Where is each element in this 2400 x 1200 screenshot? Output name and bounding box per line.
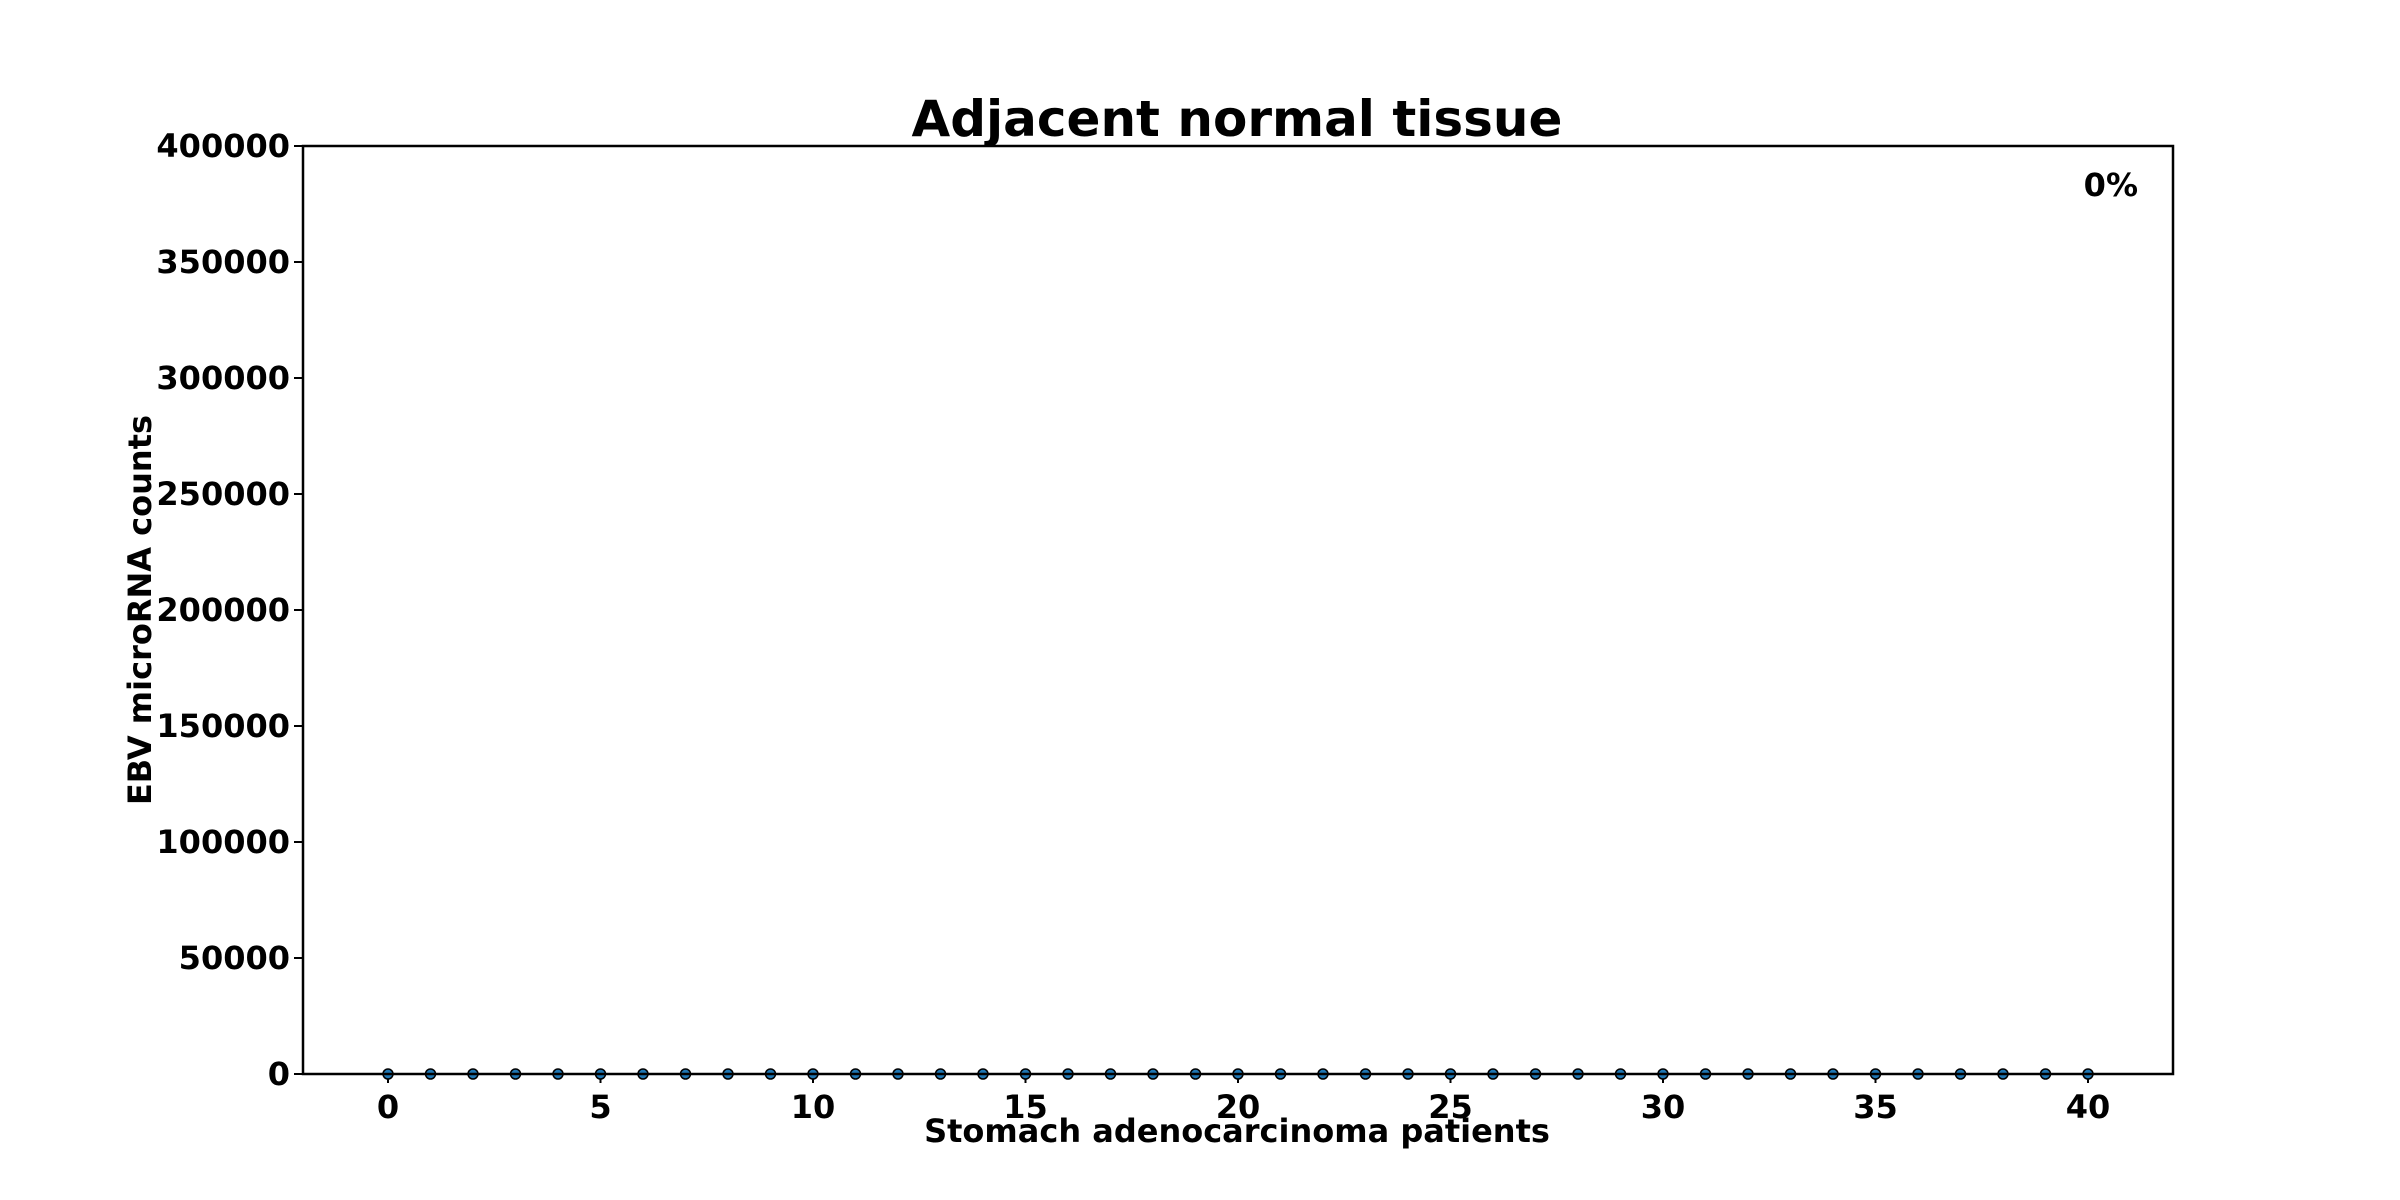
y-tick-label: 400000 [156, 127, 290, 165]
y-axis-ticks: 0 50000 100000 150000 200000 250000 300000 3500… [156, 127, 303, 1093]
x-tick-label: 20 [1216, 1088, 1261, 1126]
x-tick-label: 40 [2066, 1088, 2111, 1126]
x-tick-label: 25 [1428, 1088, 1473, 1126]
x-tick-label: 15 [1003, 1088, 1048, 1126]
y-tick-label: 300000 [156, 359, 290, 397]
y-tick-label: 0 [268, 1055, 290, 1093]
x-tick-label: 10 [791, 1088, 836, 1126]
x-tick-label: 30 [1641, 1088, 1686, 1126]
x-tick-label: 5 [589, 1088, 611, 1126]
y-tick-label: 50000 [179, 939, 290, 977]
y-tick-label: 350000 [156, 243, 290, 281]
y-tick-label: 150000 [156, 707, 290, 745]
x-tick-label: 0 [377, 1088, 399, 1126]
percent-annotation: 0% [2084, 166, 2138, 204]
x-tick-label: 35 [1853, 1088, 1898, 1126]
x-axis-label: Stomach adenocarcinoma patients [924, 1112, 1550, 1150]
plot-frame [301, 144, 2175, 1076]
y-axis-label: EBV microRNA counts [121, 415, 159, 805]
chart-title: Adjacent normal tissue [912, 90, 1563, 148]
y-tick-label: 200000 [156, 591, 290, 629]
y-tick-label: 250000 [156, 475, 290, 513]
y-tick-label: 100000 [156, 823, 290, 861]
